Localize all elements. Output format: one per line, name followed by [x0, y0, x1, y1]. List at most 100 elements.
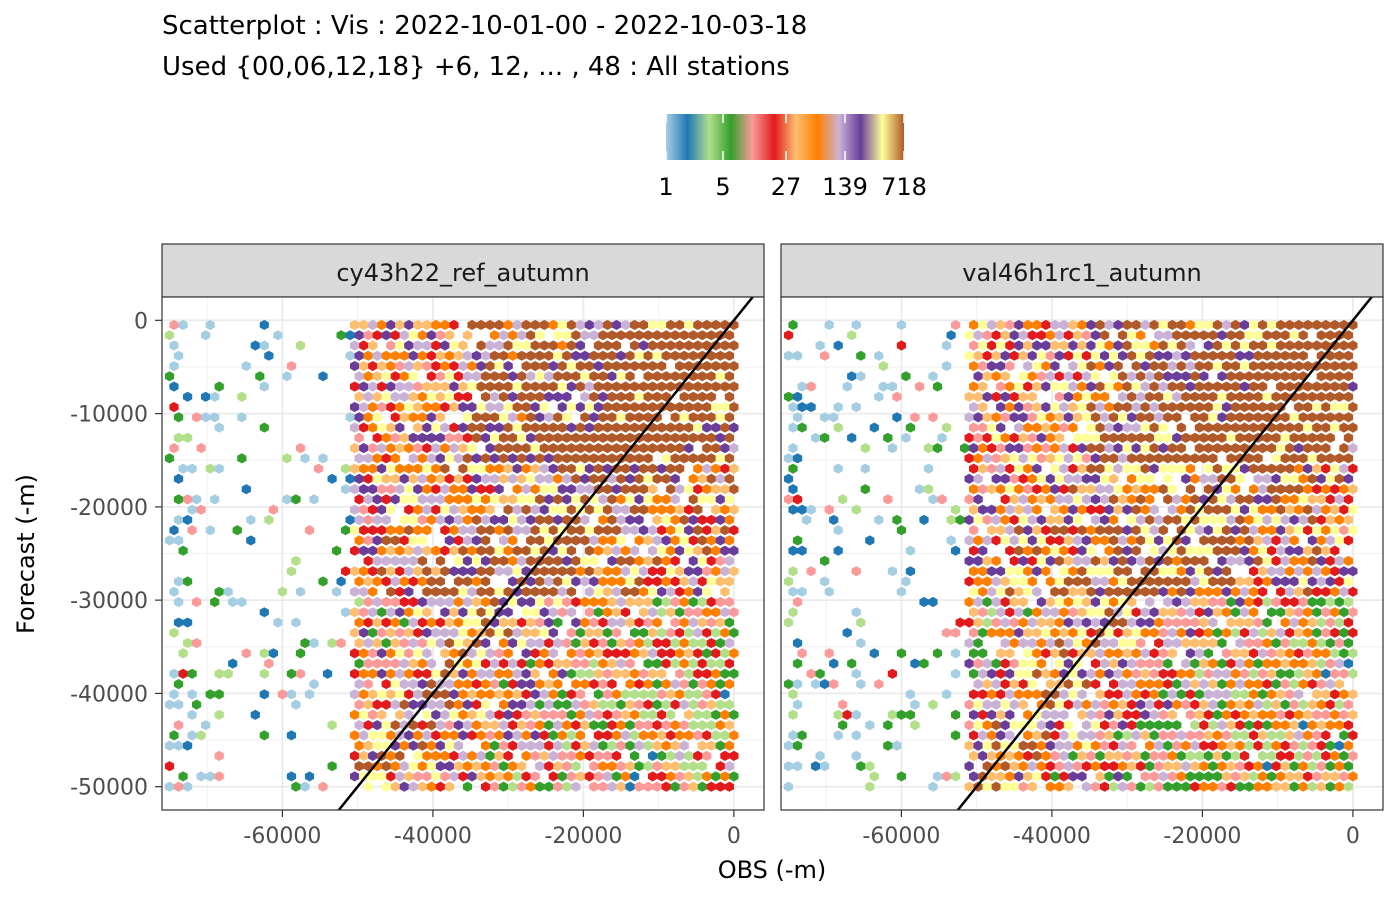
hexbin — [711, 689, 721, 700]
hexbin — [1280, 412, 1290, 423]
hexbin — [462, 391, 473, 402]
hexbin — [675, 668, 685, 679]
hexbin — [652, 514, 662, 525]
hexbin — [1199, 699, 1209, 710]
hexbin — [1226, 617, 1236, 628]
hexbin — [684, 586, 694, 597]
hexbin — [1163, 330, 1173, 341]
hexbin — [1095, 463, 1105, 474]
hexbin — [693, 607, 703, 618]
hexbin — [982, 781, 992, 792]
hexbin — [1041, 709, 1051, 720]
hexbin — [982, 658, 992, 669]
hexbin — [729, 504, 739, 515]
hexbin — [1244, 658, 1254, 669]
hexbin — [259, 607, 269, 618]
hexbin — [643, 555, 653, 566]
hexbin — [679, 453, 689, 464]
hexbin — [1285, 648, 1295, 659]
hexbin — [508, 535, 518, 546]
hexbin — [169, 361, 179, 372]
hexbin — [1267, 545, 1277, 556]
hexbin — [183, 617, 193, 628]
hexbin — [187, 463, 197, 474]
hexbin — [1203, 484, 1213, 495]
hexbin — [512, 484, 522, 495]
hexbin — [345, 412, 355, 423]
hexbin — [1018, 535, 1028, 546]
hexbin — [711, 443, 721, 454]
hexbin — [1271, 576, 1281, 587]
hexbin — [309, 638, 319, 649]
hexbin — [426, 699, 436, 710]
hexbin — [1027, 638, 1037, 649]
hexbin — [458, 627, 468, 638]
hexbin — [544, 432, 554, 443]
hexbin — [557, 689, 567, 700]
hexbin — [1298, 699, 1308, 710]
hexbin — [1235, 638, 1245, 649]
hexbin — [521, 648, 531, 659]
hexbin — [630, 750, 640, 761]
hexbin — [996, 709, 1006, 720]
hexbin — [1217, 658, 1227, 669]
hexbin — [697, 761, 707, 772]
hexbin — [1027, 576, 1037, 587]
x-tick-label: -20000 — [544, 824, 622, 849]
hexbin — [1253, 761, 1263, 772]
hexbin — [1118, 555, 1128, 566]
hexbin — [964, 514, 974, 525]
legend-label-139: 139 — [822, 173, 868, 201]
hexbin — [996, 381, 1006, 392]
hexbin — [1226, 576, 1236, 587]
hexbin — [449, 607, 459, 618]
hexbin — [1249, 402, 1259, 413]
hexbin — [1267, 771, 1277, 782]
hexbin — [1009, 535, 1019, 546]
hexbin — [485, 443, 495, 454]
hexbin — [1262, 781, 1272, 792]
hexbin — [1230, 422, 1241, 433]
hexbin — [1262, 740, 1272, 751]
hexbin — [1307, 514, 1317, 525]
hexbin — [783, 473, 794, 484]
hexbin — [173, 679, 184, 690]
hexbin — [824, 648, 834, 659]
hexbin — [1203, 689, 1213, 700]
hexbin — [1244, 330, 1254, 341]
hexbin — [1158, 709, 1168, 720]
hexbin — [476, 422, 486, 433]
hexbin — [1235, 535, 1245, 546]
hexbin — [1316, 617, 1326, 628]
hexbin — [1131, 750, 1141, 761]
hexbin — [422, 340, 432, 351]
hexbin — [1054, 371, 1064, 382]
hexbin — [1253, 596, 1263, 608]
hexbin — [666, 463, 676, 474]
hexbin — [1072, 432, 1083, 443]
hexbin — [1090, 761, 1101, 772]
hexbin — [1235, 494, 1245, 505]
hexbin — [196, 730, 206, 741]
hexbin — [544, 761, 554, 772]
hexbin — [797, 402, 807, 413]
hexbin — [666, 340, 676, 351]
hexbin — [1104, 648, 1114, 659]
hexbin — [1163, 473, 1173, 484]
hexbin — [1109, 494, 1119, 505]
hexbin — [173, 720, 184, 731]
hexbin — [431, 443, 441, 454]
hexbin — [1325, 720, 1335, 731]
hexbin — [372, 371, 382, 382]
hexbin — [1334, 740, 1344, 751]
hexbin — [1199, 781, 1209, 792]
hexbin — [1312, 730, 1322, 741]
hexbin — [566, 668, 576, 679]
hexbin — [589, 679, 599, 690]
hexbin — [684, 402, 694, 413]
hexbin — [214, 422, 224, 433]
hexbin — [435, 720, 445, 731]
hexbin — [598, 720, 608, 731]
hexbin — [1068, 484, 1078, 495]
hexbin — [395, 709, 405, 720]
